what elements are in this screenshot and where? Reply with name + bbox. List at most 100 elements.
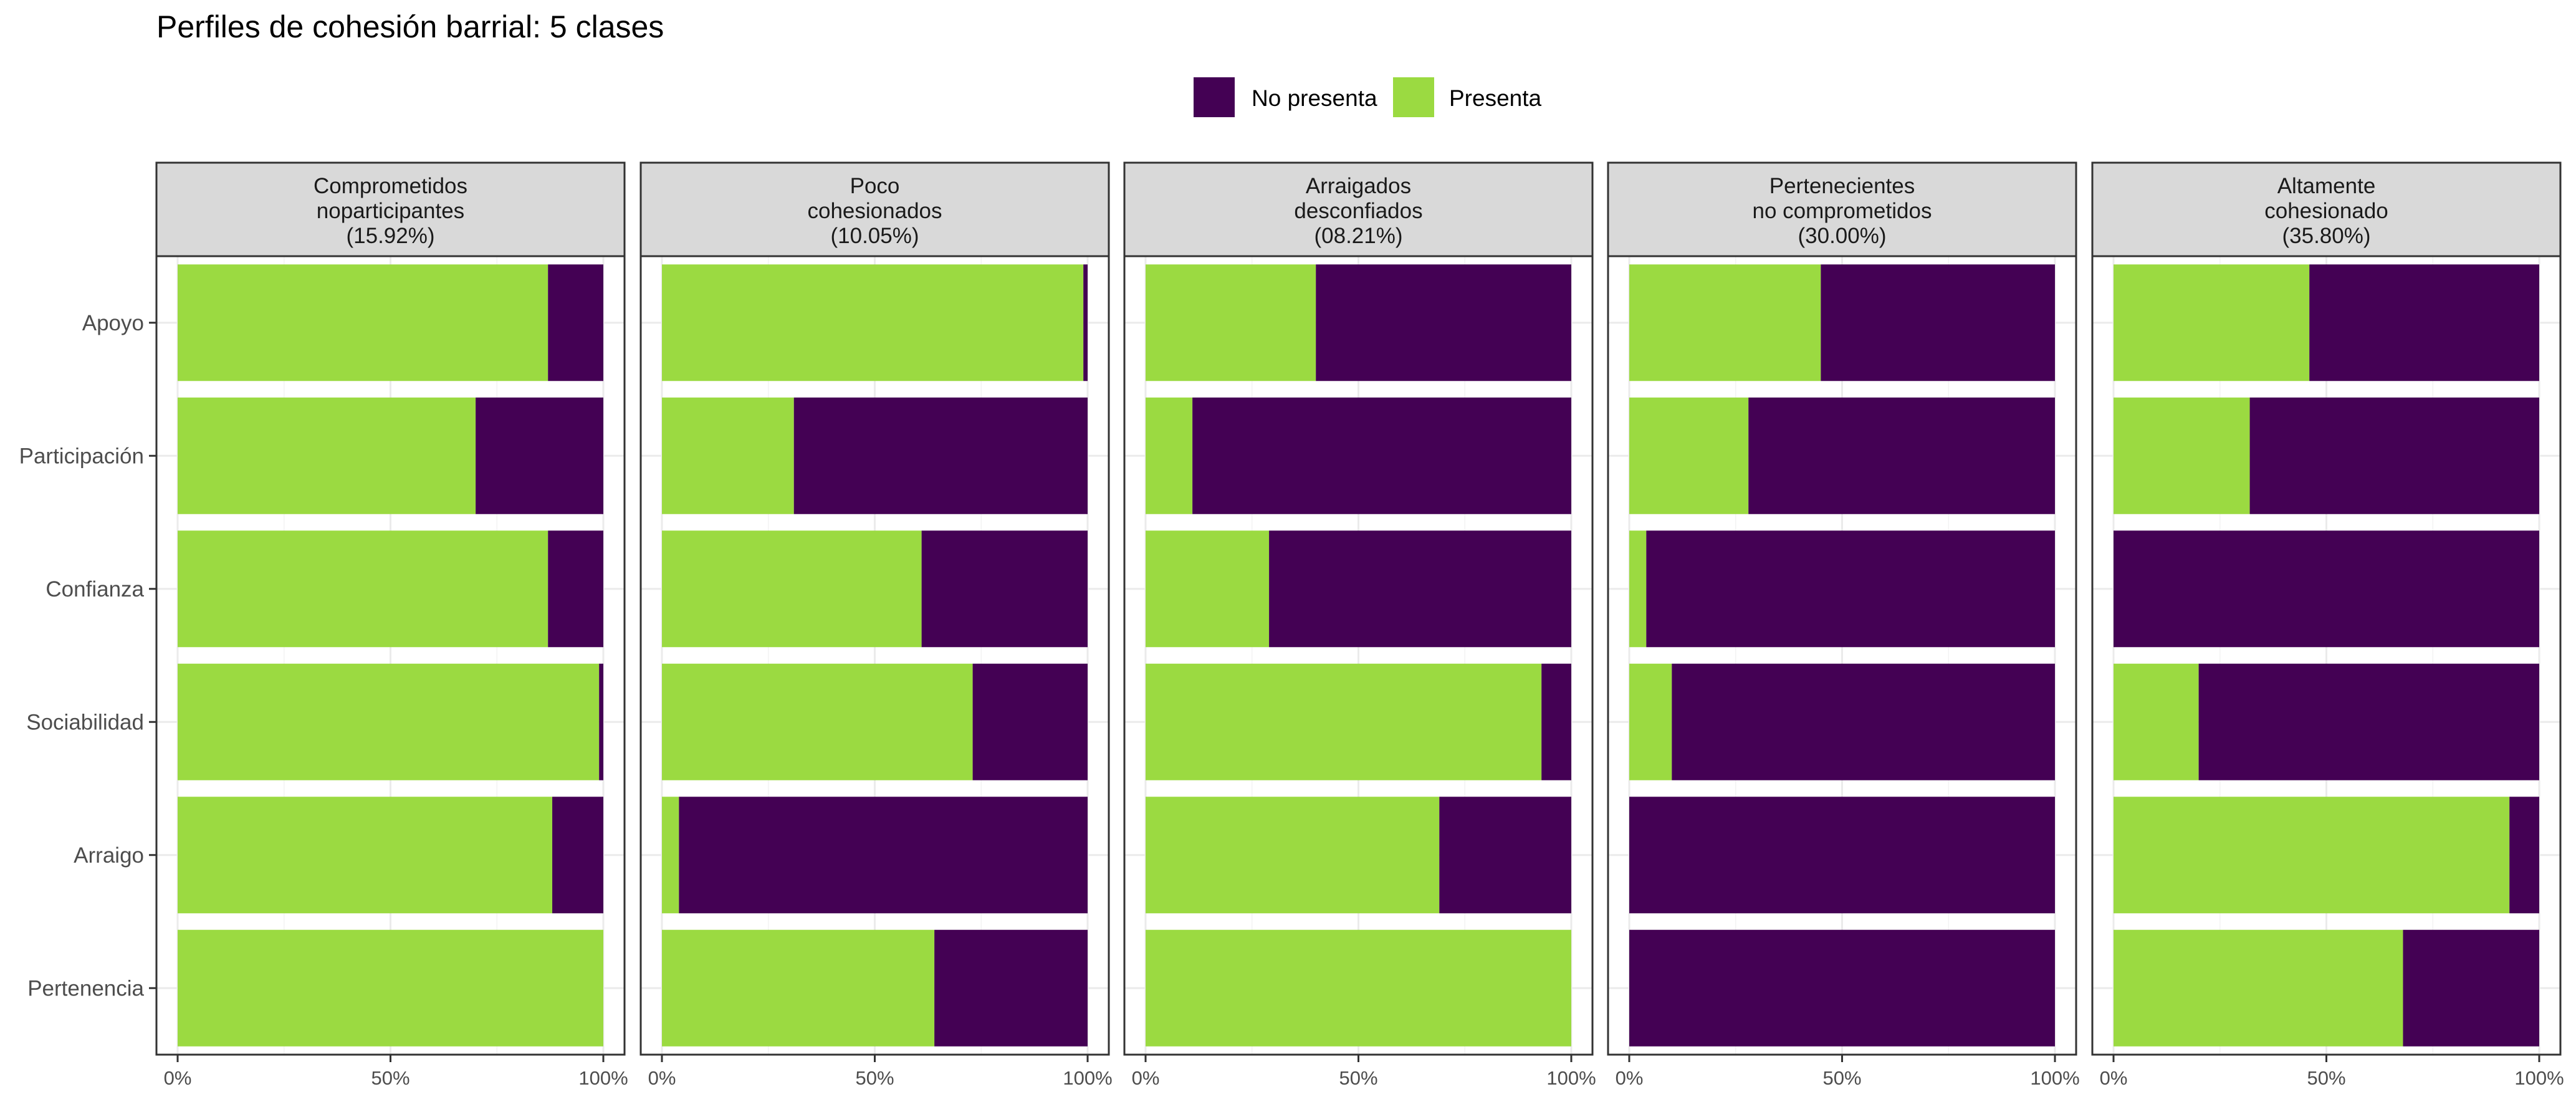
bar-presenta bbox=[178, 929, 603, 1047]
x-tick-label: 0% bbox=[164, 1067, 192, 1089]
x-tick-label: 100% bbox=[2030, 1067, 2079, 1089]
bar-no-presenta bbox=[1192, 397, 1571, 514]
bar-no-presenta bbox=[972, 663, 1088, 780]
strip-label-line: (15.92%) bbox=[346, 224, 434, 248]
strip-label-line: (30.00%) bbox=[1798, 224, 1886, 248]
bar-no-presenta bbox=[1629, 929, 2055, 1047]
bar-no-presenta bbox=[548, 264, 603, 381]
bar-no-presenta bbox=[793, 397, 1088, 514]
bar-no-presenta bbox=[679, 797, 1088, 914]
x-tick-label: 50% bbox=[855, 1067, 894, 1089]
strip-label-line: cohesionados bbox=[808, 199, 942, 223]
bar-presenta bbox=[1146, 264, 1316, 381]
x-tick-label: 100% bbox=[1546, 1067, 1596, 1089]
bar-presenta bbox=[662, 397, 794, 514]
x-tick-label: 50% bbox=[371, 1067, 409, 1089]
x-tick-label: 50% bbox=[1822, 1067, 1861, 1089]
y-tick-label: Apoyo bbox=[82, 311, 144, 335]
strip-label-line: cohesionado bbox=[2264, 199, 2388, 223]
bar-presenta bbox=[2114, 264, 2310, 381]
bar-presenta bbox=[662, 264, 1084, 381]
bar-presenta bbox=[178, 397, 476, 514]
chart-title: Perfiles de cohesión barrial: 5 clases bbox=[156, 9, 664, 44]
x-tick-label: 0% bbox=[2100, 1067, 2128, 1089]
bar-no-presenta bbox=[552, 797, 603, 914]
strip-label-line: (35.80%) bbox=[2282, 224, 2370, 248]
bar-presenta bbox=[1629, 264, 1821, 381]
strip-label-line: Comprometidos bbox=[314, 174, 467, 198]
x-tick-label: 50% bbox=[2307, 1067, 2345, 1089]
bar-no-presenta bbox=[2509, 797, 2539, 914]
x-tick-label: 0% bbox=[1132, 1067, 1160, 1089]
bar-presenta bbox=[662, 797, 679, 914]
bar-no-presenta bbox=[548, 530, 603, 648]
y-tick-label: Confianza bbox=[45, 577, 144, 601]
bar-no-presenta bbox=[2309, 264, 2539, 381]
y-tick-label: Participación bbox=[19, 444, 144, 468]
bar-no-presenta bbox=[1269, 530, 1571, 648]
bar-no-presenta bbox=[1541, 663, 1571, 780]
strip-label-line: no comprometidos bbox=[1753, 199, 1932, 223]
bar-no-presenta bbox=[1646, 530, 2055, 648]
bar-presenta bbox=[1629, 530, 1647, 648]
strip-label-line: Arraigados bbox=[1306, 174, 1411, 198]
legend: No presenta Presenta bbox=[1194, 77, 1542, 117]
bar-presenta bbox=[1146, 397, 1193, 514]
bar-presenta bbox=[2114, 663, 2199, 780]
bar-presenta bbox=[178, 264, 548, 381]
legend-key-no-presenta bbox=[1194, 77, 1235, 117]
strip-label-line: noparticipantes bbox=[317, 199, 464, 223]
bar-no-presenta bbox=[2198, 663, 2539, 780]
bar-no-presenta bbox=[476, 397, 603, 514]
bar-no-presenta bbox=[1821, 264, 2055, 381]
strip-label-line: Poco bbox=[850, 174, 900, 198]
bar-presenta bbox=[2114, 797, 2510, 914]
strip-background bbox=[639, 161, 1110, 257]
bar-no-presenta bbox=[921, 530, 1088, 648]
legend-label-no-presenta: No presenta bbox=[1252, 85, 1377, 111]
bar-no-presenta bbox=[1748, 397, 2055, 514]
bar-presenta bbox=[1146, 663, 1542, 780]
bar-no-presenta bbox=[599, 663, 603, 780]
strip-background bbox=[1607, 161, 2077, 257]
strip-label-line: desconfiados bbox=[1294, 199, 1422, 223]
y-tick-label: Arraigo bbox=[74, 843, 144, 868]
bar-no-presenta bbox=[2249, 397, 2539, 514]
bar-presenta bbox=[1146, 797, 1440, 914]
bar-presenta bbox=[1629, 663, 1672, 780]
strip-label-line: (08.21%) bbox=[1314, 224, 1402, 248]
strip-label-line: Altamente bbox=[2277, 174, 2376, 198]
bar-presenta bbox=[662, 663, 973, 780]
bar-presenta bbox=[2114, 397, 2250, 514]
y-axis-labels: Apoyo Participación Confianza Sociabilidad A… bbox=[19, 311, 156, 1000]
strip-label-line: Pertenecientes bbox=[1769, 174, 1915, 198]
bar-presenta bbox=[1146, 929, 1571, 1047]
strip-background bbox=[1123, 161, 1594, 257]
x-tick-label: 0% bbox=[1616, 1067, 1644, 1089]
bar-presenta bbox=[662, 929, 935, 1047]
x-tick-label: 100% bbox=[2514, 1067, 2564, 1089]
x-tick-label: 50% bbox=[1339, 1067, 1377, 1089]
bar-presenta bbox=[662, 530, 922, 648]
bar-presenta bbox=[178, 663, 600, 780]
y-tick-label: Pertenencia bbox=[27, 976, 144, 1000]
bar-presenta bbox=[178, 797, 553, 914]
legend-key-presenta bbox=[1393, 77, 1434, 117]
x-tick-label: 100% bbox=[578, 1067, 628, 1089]
bar-no-presenta bbox=[2114, 530, 2539, 648]
bar-no-presenta bbox=[1629, 797, 2055, 914]
bar-presenta bbox=[1146, 530, 1270, 648]
strip-background bbox=[2091, 161, 2562, 257]
legend-label-presenta: Presenta bbox=[1449, 85, 1542, 111]
strip-background bbox=[155, 161, 626, 257]
bar-no-presenta bbox=[1083, 264, 1088, 381]
x-tick-label: 100% bbox=[1063, 1067, 1112, 1089]
bar-no-presenta bbox=[1439, 797, 1571, 914]
